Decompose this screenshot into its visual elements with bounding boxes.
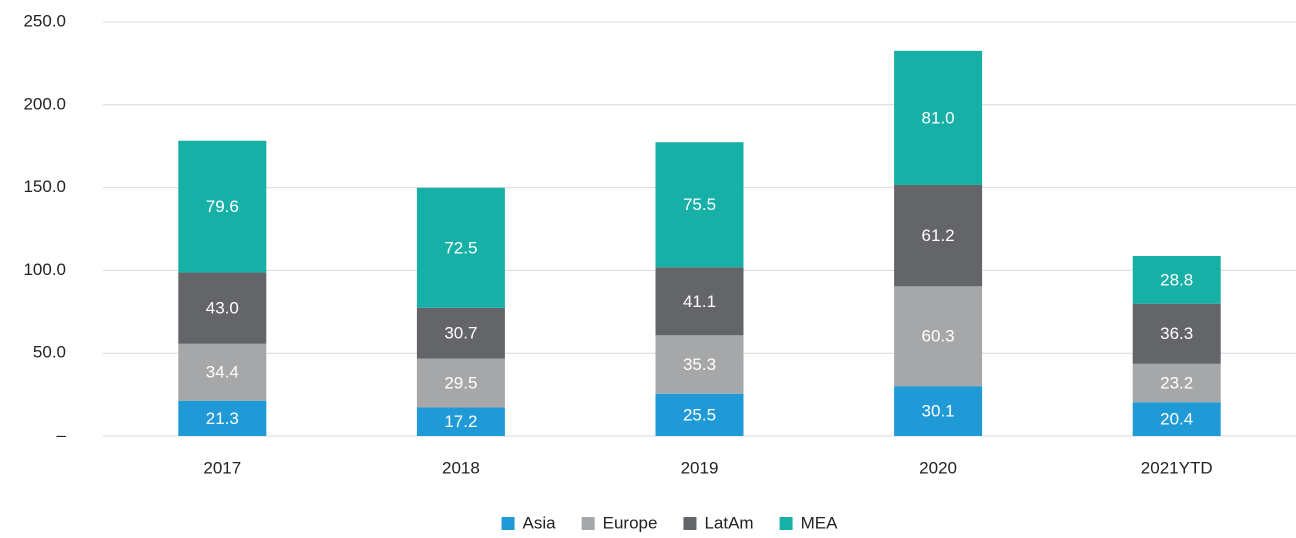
bar-segment — [894, 184, 983, 287]
value-label: 61.2 — [922, 226, 955, 245]
bar-segment — [1132, 363, 1221, 403]
bar-segment — [416, 407, 505, 436]
value-label: 72.5 — [444, 238, 477, 257]
value-label: 25.5 — [683, 405, 716, 424]
bar-segment — [178, 400, 267, 436]
y-tick-label: – — [57, 425, 67, 444]
value-label: 35.3 — [683, 355, 716, 374]
legend-swatch — [779, 517, 793, 530]
value-label: 81.0 — [922, 108, 955, 127]
value-label: 75.5 — [683, 195, 716, 214]
bar-segment — [894, 50, 983, 185]
bar-segment — [655, 393, 744, 436]
y-tick-label: 50.0 — [33, 343, 66, 362]
value-label: 30.1 — [922, 402, 955, 421]
legend-label: MEA — [801, 513, 839, 532]
y-tick-label: 100.0 — [23, 260, 66, 279]
value-label: 60.3 — [922, 327, 955, 346]
value-label: 29.5 — [444, 374, 477, 393]
value-label: 36.3 — [1160, 324, 1193, 343]
value-label: 17.2 — [444, 412, 477, 431]
legend-label: Asia — [523, 513, 557, 532]
x-tick-label: 2019 — [681, 458, 719, 477]
value-label: 79.6 — [206, 197, 239, 216]
bar-segment — [416, 187, 505, 308]
value-label: 34.4 — [206, 363, 239, 382]
bar-segment — [416, 307, 505, 359]
value-label: 23.2 — [1160, 373, 1193, 392]
bar-segment — [655, 142, 744, 268]
x-tick-label: 2021YTD — [1141, 458, 1213, 477]
legend-label: LatAm — [704, 513, 753, 532]
value-label: 43.0 — [206, 299, 239, 318]
bar-segment — [178, 343, 267, 401]
value-label: 41.1 — [683, 292, 716, 311]
y-tick-label: 200.0 — [23, 94, 66, 113]
legend-swatch — [501, 517, 515, 530]
x-tick-label: 2018 — [442, 458, 480, 477]
bar-segment — [655, 267, 744, 336]
value-label: 28.8 — [1160, 270, 1193, 289]
value-label: 30.7 — [444, 324, 477, 343]
bar-segment — [894, 286, 983, 387]
x-tick-label: 2020 — [919, 458, 957, 477]
value-label: 20.4 — [1160, 410, 1193, 429]
bar-segment — [1132, 303, 1221, 364]
legend-swatch — [683, 517, 697, 530]
bar-segment — [416, 358, 505, 408]
y-tick-label: 250.0 — [23, 11, 66, 30]
bar-segment — [178, 140, 267, 273]
value-label: 21.3 — [206, 409, 239, 428]
x-tick-label: 2017 — [203, 458, 241, 477]
bar-segment — [1132, 255, 1221, 304]
bar-segment — [1132, 402, 1221, 436]
legend-label: Europe — [603, 513, 658, 532]
bar-segment — [178, 272, 267, 344]
legend-swatch — [581, 517, 595, 530]
y-tick-label: 150.0 — [23, 177, 66, 196]
bar-segment — [655, 335, 744, 394]
bar-segment — [894, 386, 983, 436]
